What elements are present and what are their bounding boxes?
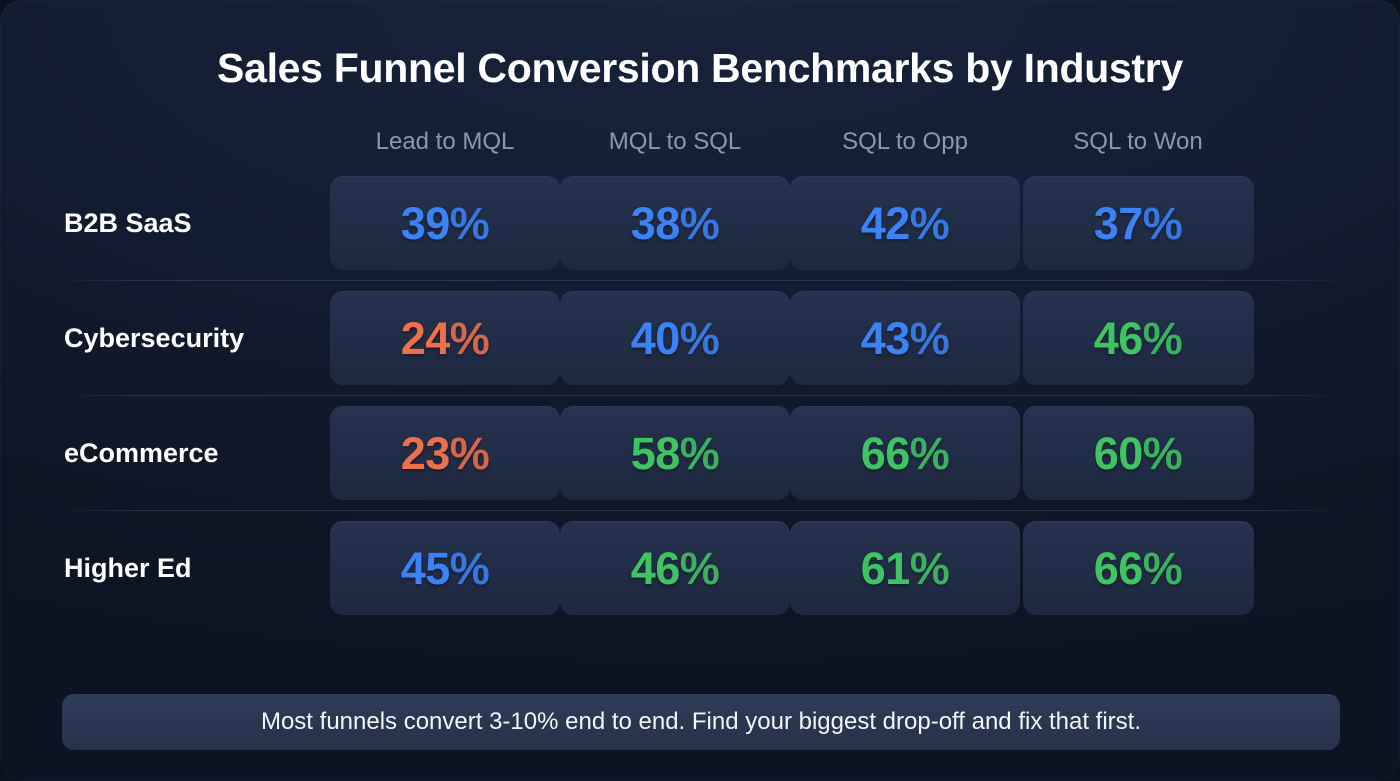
metric-cell: 40%: [560, 291, 790, 385]
metric-value: 23%: [400, 427, 490, 479]
metric-value: 46%: [1093, 312, 1183, 364]
cell-wrap: 23%: [330, 406, 560, 500]
page-title: Sales Funnel Conversion Benchmarks by In…: [217, 45, 1183, 91]
cell-wrap: 24%: [330, 291, 560, 385]
metric-cell: 66%: [1022, 521, 1254, 615]
metric-cell: 42%: [790, 176, 1020, 270]
cell-wrap: 39%: [330, 176, 560, 270]
metric-cell: 60%: [1022, 406, 1254, 500]
row-divider: [62, 510, 1340, 511]
table-header-row: Lead to MQL MQL to SQL SQL to Opp SQL to…: [62, 118, 1340, 166]
metric-value: 66%: [860, 427, 950, 479]
cell-wrap: 43%: [790, 291, 1020, 385]
row-label-b2b-saas: B2B SaaS: [64, 207, 192, 238]
metric-cell: 45%: [330, 521, 560, 615]
cell-wrap: 46%: [1020, 291, 1256, 385]
metric-value: 45%: [400, 542, 490, 594]
cell-wrap: 46%: [560, 521, 790, 615]
metric-cell: 23%: [330, 406, 560, 500]
metric-cell: 24%: [330, 291, 560, 385]
metric-value: 40%: [630, 312, 720, 364]
cell-wrap: 42%: [790, 176, 1020, 270]
table-row: Cybersecurity 24% 40% 43% 46%: [62, 281, 1340, 395]
cell-wrap: 61%: [790, 521, 1020, 615]
column-header-lead-to-mql: Lead to MQL: [375, 128, 515, 155]
cell-wrap: 37%: [1020, 176, 1256, 270]
metric-cell: 43%: [790, 291, 1020, 385]
metric-cell: 66%: [790, 406, 1020, 500]
metric-value: 39%: [400, 197, 490, 249]
metric-value: 60%: [1093, 427, 1183, 479]
column-header-mql-to-sql: MQL to SQL: [608, 128, 742, 155]
metric-value: 61%: [860, 542, 950, 594]
column-header-sql-to-opp: SQL to Opp: [842, 128, 968, 155]
table-row: B2B SaaS 39% 38% 42% 37%: [62, 166, 1340, 280]
row-divider: [62, 280, 1340, 281]
table-row: eCommerce 23% 58% 66% 60%: [62, 396, 1340, 510]
metric-value: 66%: [1093, 542, 1183, 594]
cell-wrap: 45%: [330, 521, 560, 615]
metric-cell: 58%: [560, 406, 790, 500]
metric-value: 37%: [1093, 197, 1183, 249]
metric-value: 24%: [400, 312, 490, 364]
row-label-ecommerce: eCommerce: [64, 437, 219, 468]
metric-value: 42%: [860, 197, 950, 249]
metric-cell: 37%: [1022, 176, 1254, 270]
metric-cell: 46%: [1022, 291, 1254, 385]
row-label-cybersecurity: Cybersecurity: [64, 322, 245, 353]
cell-wrap: 60%: [1020, 406, 1256, 500]
footer-callout: Most funnels convert 3-10% end to end. F…: [62, 694, 1340, 750]
metric-value: 46%: [630, 542, 720, 594]
row-divider: [62, 395, 1340, 396]
metric-value: 38%: [630, 197, 720, 249]
cell-wrap: 58%: [560, 406, 790, 500]
cell-wrap: 40%: [560, 291, 790, 385]
metric-cell: 39%: [330, 176, 560, 270]
table-row: Higher Ed 45% 46% 61% 66%: [62, 511, 1340, 625]
cell-wrap: 38%: [560, 176, 790, 270]
metric-cell: 61%: [790, 521, 1020, 615]
column-header-sql-to-won: SQL to Won: [1073, 128, 1203, 155]
metric-value: 58%: [630, 427, 720, 479]
metric-cell: 46%: [560, 521, 790, 615]
cell-wrap: 66%: [790, 406, 1020, 500]
footer-text: Most funnels convert 3-10% end to end. F…: [260, 708, 1142, 735]
cell-wrap: 66%: [1020, 521, 1256, 615]
benchmark-table: Lead to MQL MQL to SQL SQL to Opp SQL to…: [62, 118, 1340, 625]
metric-value: 43%: [860, 312, 950, 364]
row-label-higher-ed: Higher Ed: [64, 552, 192, 583]
metric-cell: 38%: [560, 176, 790, 270]
